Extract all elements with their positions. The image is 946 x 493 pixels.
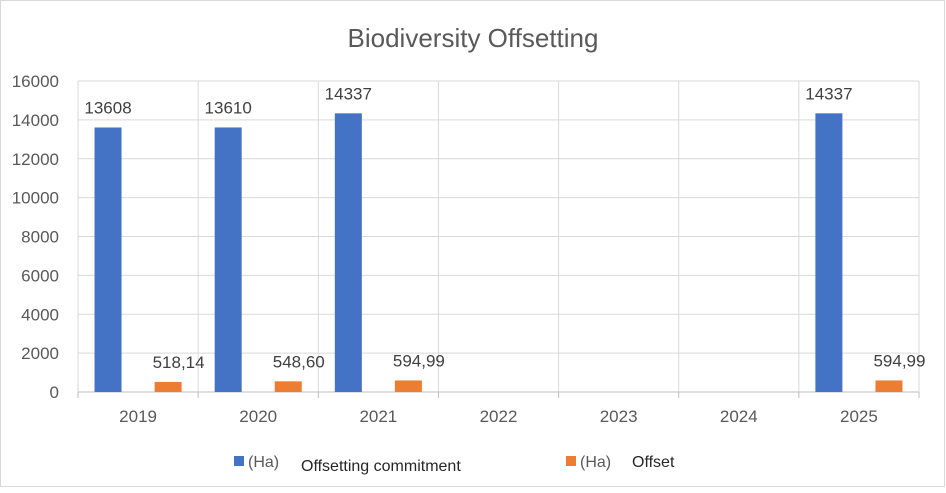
bar-series2-2020 [274,381,302,392]
data-label-series1-2021: 14337 [325,84,372,103]
y-tick-label: 14000 [12,111,59,130]
data-label-series2-2021: 594,99 [393,351,445,370]
legend-label-2: Offset [632,454,675,471]
legend-item-2: (Ha) Offset [566,454,675,471]
y-tick-label: 6000 [21,266,59,285]
y-tick-label: 4000 [21,305,59,324]
data-label-series2-2019: 518,14 [153,353,205,372]
y-tick-label: 12000 [12,150,59,169]
bar-series2-2025 [875,380,903,392]
legend-swatch-2 [566,456,576,466]
data-label-series1-2020: 13610 [205,98,252,117]
data-label-series2-2025: 594,99 [873,351,925,370]
data-label-series2-2020: 548,60 [273,352,325,371]
data-labels: 13608 13610 14337 14337 518,14 548,60 594,99 59… [84,84,925,372]
legend: (Ha) Offsetting commitment (Ha) Offset [234,454,675,475]
chart-title: Biodiversity Offsetting [348,23,599,53]
x-tick-label-2019: 2019 [119,407,157,426]
bar-series1-2021 [334,113,362,393]
bar-series [94,113,903,393]
data-label-series1-2025: 14337 [805,84,852,103]
gridlines [77,80,920,392]
y-tick-label: 10000 [12,189,59,208]
x-tick-label-2024: 2024 [720,407,758,426]
legend-unit-1: (Ha) [248,454,279,471]
legend-swatch-1 [234,456,244,466]
bar-series1-2020 [214,127,242,392]
bar-series1-2025 [815,113,843,393]
y-tick-label: 0 [50,383,59,402]
x-axis: 2019 2020 2021 2022 2023 2024 2025 [77,391,920,426]
bar-series2-2019 [154,381,182,392]
x-tick-label-2020: 2020 [239,407,277,426]
legend-unit-2: (Ha) [580,454,611,471]
y-axis: 0 2000 4000 6000 8000 10000 12000 14000 16000 [12,72,59,402]
x-tick-label-2025: 2025 [840,407,878,426]
x-tick-label-2023: 2023 [600,407,638,426]
bar-series2-2021 [394,380,422,392]
legend-label-1: Offsetting commitment [301,458,461,475]
y-tick-label: 2000 [21,344,59,363]
x-tick-label-2021: 2021 [359,407,397,426]
y-tick-label: 16000 [12,72,59,91]
legend-item-1: (Ha) Offsetting commitment [234,454,461,475]
bar-series1-2019 [94,127,122,392]
y-tick-label: 8000 [21,228,59,247]
data-label-series1-2019: 13608 [84,98,131,117]
x-tick-label-2022: 2022 [480,407,518,426]
